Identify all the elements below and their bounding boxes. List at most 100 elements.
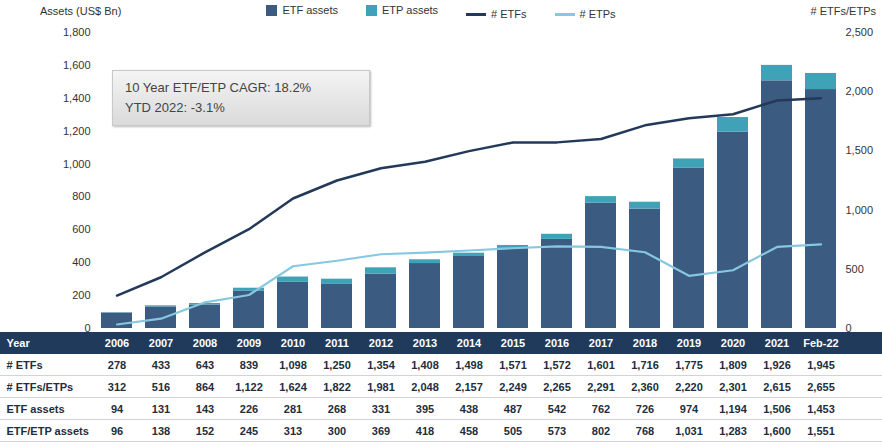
svg-text:# ETFs/ETPs: # ETFs/ETPs [7,381,74,393]
svg-text:Year: Year [7,337,31,349]
svg-text:839: 839 [240,359,258,371]
svg-text:643: 643 [196,359,214,371]
svg-text:# ETFs: # ETFs [7,359,43,371]
svg-text:1,600: 1,600 [63,59,91,71]
svg-text:516: 516 [152,381,170,393]
svg-text:864: 864 [196,381,215,393]
svg-text:2010: 2010 [281,337,305,349]
svg-text:1,500: 1,500 [846,144,874,156]
svg-text:1,453: 1,453 [807,403,835,415]
svg-text:2,655: 2,655 [807,381,835,393]
svg-text:2,000: 2,000 [846,85,874,97]
svg-text:2019: 2019 [677,337,701,349]
svg-text:433: 433 [152,359,170,371]
svg-text:0: 0 [84,322,90,332]
svg-text:1,408: 1,408 [411,359,439,371]
svg-text:1,600: 1,600 [763,425,791,437]
svg-text:1,945: 1,945 [807,359,835,371]
svg-text:2011: 2011 [325,337,349,349]
svg-text:487: 487 [504,403,522,415]
svg-text:573: 573 [548,425,566,437]
svg-text:2009: 2009 [237,337,261,349]
svg-text:1,498: 1,498 [455,359,483,371]
svg-text:1,551: 1,551 [807,425,835,437]
svg-text:Feb-22: Feb-22 [803,337,838,349]
svg-text:1,400: 1,400 [63,92,91,104]
svg-text:96: 96 [111,425,123,437]
svg-text:2016: 2016 [545,337,569,349]
svg-text:438: 438 [460,403,478,415]
svg-text:1,809: 1,809 [719,359,747,371]
svg-text:281: 281 [284,403,302,415]
svg-text:268: 268 [328,403,346,415]
svg-text:143: 143 [196,403,214,415]
svg-text:2018: 2018 [633,337,657,349]
svg-text:131: 131 [152,403,170,415]
svg-text:1,822: 1,822 [323,381,351,393]
svg-text:1,624: 1,624 [279,381,307,393]
svg-text:ETF/ETP assets: ETF/ETP assets [7,425,89,437]
svg-text:2,615: 2,615 [763,381,791,393]
svg-text:800: 800 [72,190,90,202]
svg-text:400: 400 [72,256,90,268]
svg-text:0: 0 [846,322,852,332]
svg-text:312: 312 [108,381,126,393]
svg-text:2,265: 2,265 [543,381,571,393]
svg-text:313: 313 [284,425,302,437]
svg-text:1,716: 1,716 [631,359,659,371]
svg-text:395: 395 [416,403,434,415]
svg-text:1,000: 1,000 [63,158,91,170]
svg-text:1,122: 1,122 [235,381,263,393]
svg-text:542: 542 [548,403,566,415]
svg-text:2012: 2012 [369,337,393,349]
svg-text:500: 500 [846,263,864,275]
svg-text:600: 600 [72,223,90,235]
svg-text:1,572: 1,572 [543,359,571,371]
svg-text:2006: 2006 [105,337,129,349]
svg-text:1,571: 1,571 [499,359,527,371]
svg-text:1,981: 1,981 [367,381,395,393]
svg-text:1,194: 1,194 [719,403,747,415]
svg-text:1,283: 1,283 [719,425,747,437]
svg-text:2013: 2013 [413,337,437,349]
svg-text:152: 152 [196,425,214,437]
svg-text:2007: 2007 [149,337,173,349]
svg-text:1,506: 1,506 [763,403,791,415]
svg-text:2,291: 2,291 [587,381,615,393]
svg-text:974: 974 [680,403,699,415]
svg-text:458: 458 [460,425,478,437]
svg-text:1,031: 1,031 [675,425,703,437]
svg-text:94: 94 [111,403,124,415]
svg-text:2020: 2020 [721,337,745,349]
svg-text:726: 726 [636,403,654,415]
svg-text:2021: 2021 [765,337,789,349]
svg-text:762: 762 [592,403,610,415]
svg-text:2,220: 2,220 [675,381,703,393]
svg-text:1,250: 1,250 [323,359,351,371]
svg-text:300: 300 [328,425,346,437]
svg-text:1,000: 1,000 [846,204,874,216]
svg-text:331: 331 [372,403,390,415]
svg-text:1,775: 1,775 [675,359,703,371]
svg-text:2014: 2014 [457,337,482,349]
svg-text:2,301: 2,301 [719,381,747,393]
svg-text:505: 505 [504,425,522,437]
svg-text:2,249: 2,249 [499,381,527,393]
svg-text:768: 768 [636,425,654,437]
svg-text:138: 138 [152,425,170,437]
svg-text:1,354: 1,354 [367,359,395,371]
svg-text:1,926: 1,926 [763,359,791,371]
svg-text:ETF assets: ETF assets [7,403,65,415]
svg-text:2,500: 2,500 [846,26,874,38]
svg-text:802: 802 [592,425,610,437]
svg-text:200: 200 [72,289,90,301]
svg-text:369: 369 [372,425,390,437]
svg-text:226: 226 [240,403,258,415]
svg-text:1,200: 1,200 [63,125,91,137]
svg-text:278: 278 [108,359,126,371]
svg-text:1,800: 1,800 [63,26,91,38]
svg-text:2015: 2015 [501,337,525,349]
svg-text:245: 245 [240,425,258,437]
svg-text:2008: 2008 [193,337,217,349]
svg-text:1,601: 1,601 [587,359,615,371]
